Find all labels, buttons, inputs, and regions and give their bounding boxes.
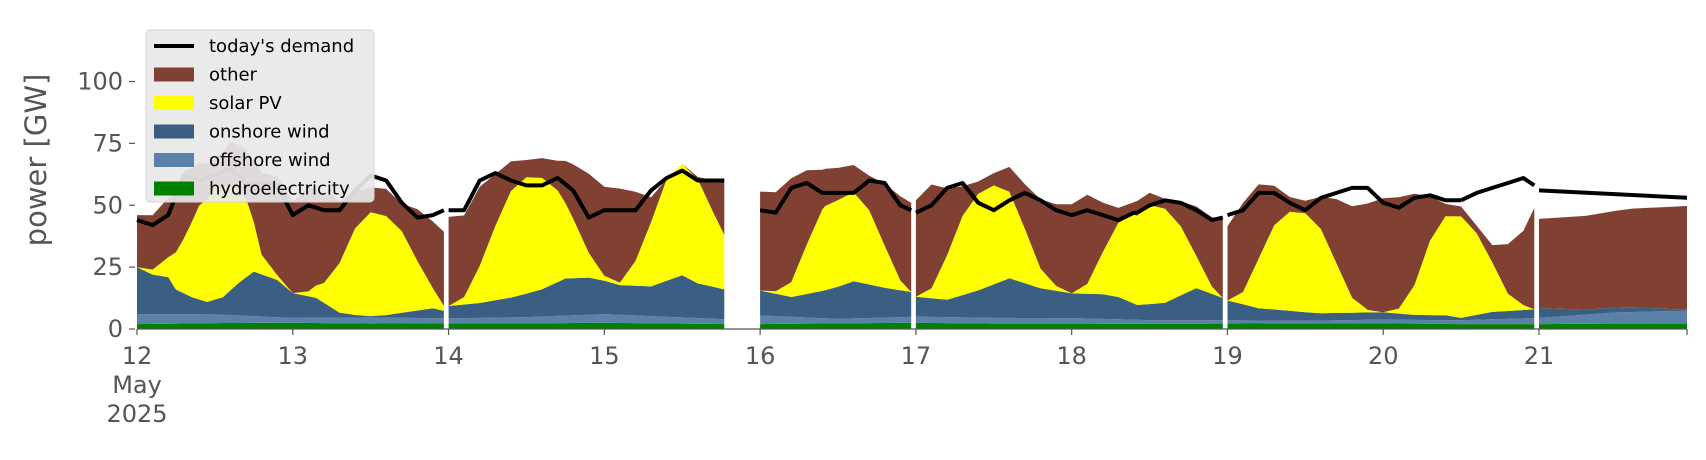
x-tick-label-0: 12 May 2025 [106,342,167,428]
legend-label-other: other [209,65,258,86]
axes: 0 25 50 75 100 12 May 2025 13 14 15 16 17 18 19 20 21 [77,68,1688,428]
demand-line [136,166,1688,228]
y-tick-label-25: 25 [92,253,123,281]
legend-label-solar-pv: solar PV [209,93,282,114]
y-tick-label-0: 0 [108,315,123,343]
x-tick-label-3: 15 [589,342,620,370]
legend-box [145,29,375,203]
area-hydroelectricity [137,322,1687,329]
area-onshore-wind [137,267,1687,321]
x-tick-label-4: 16 [745,342,776,370]
y-tick-label-75: 75 [92,129,123,157]
x-tick-label-1: 13 [278,342,309,370]
x-tick-label-5: 17 [901,342,932,370]
legend-label-hydroelectricity: hydroelectricity [209,179,350,200]
y-tick-label-100: 100 [77,68,123,96]
legend-swatch-other [154,67,194,82]
demand-line-group [136,166,1688,228]
legend-swatch-hydroelectricity [154,181,194,196]
y-axis-label: power [GW] [19,74,53,247]
x-tick-label-8: 20 [1368,342,1399,370]
legend-label-onshore-wind: onshore wind [209,122,330,143]
x-tick-label-9: 21 [1524,342,1555,370]
x-tick-label-2: 14 [433,342,464,370]
legend-swatch-solar-pv [154,96,194,110]
area-other [137,141,1687,313]
area-solar-pv [137,163,1687,318]
area-offshore-wind [137,310,1687,325]
x-tick-label-6: 18 [1056,342,1087,370]
legend: today's demand other solar PV onshore wind o… [145,29,375,203]
y-tick-label-50: 50 [92,191,123,219]
stacked-areas [137,141,1687,329]
legend-label-today-s-demand: today's demand [209,36,354,57]
legend-swatch-onshore-wind [154,124,194,139]
x-tick-label-7: 19 [1212,342,1243,370]
legend-swatch-offshore-wind [154,153,194,167]
legend-label-offshore-wind: offshore wind [209,150,331,171]
